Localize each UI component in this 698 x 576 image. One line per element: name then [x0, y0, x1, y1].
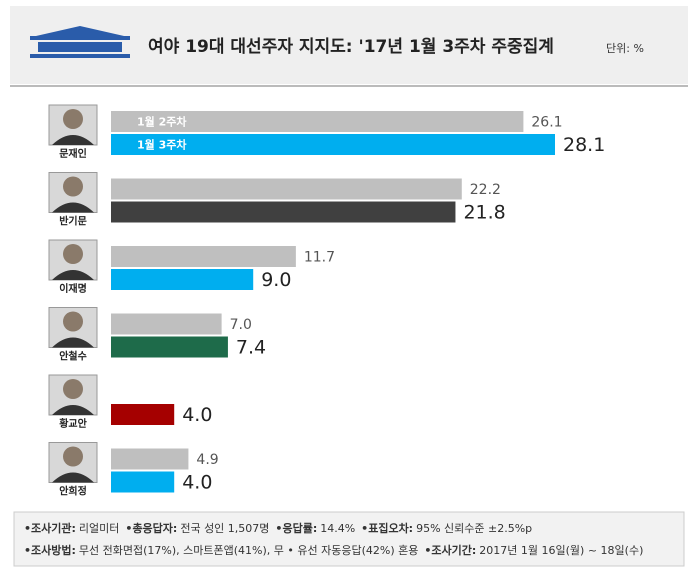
unit-label: 단위: %	[606, 42, 644, 55]
bar	[111, 404, 175, 425]
photo-body	[52, 405, 94, 415]
bar	[111, 471, 175, 493]
note-label: 표집오차:	[368, 521, 413, 535]
value-label: 9.0	[261, 269, 291, 291]
value-label: 7.0	[230, 317, 252, 333]
candidate-photo	[48, 239, 98, 281]
category-label: 안희정	[59, 485, 87, 498]
value-label: 11.7	[304, 250, 335, 266]
candidate-photo	[48, 104, 98, 146]
value-label: 7.4	[236, 337, 266, 359]
category-label: 황교안	[59, 417, 87, 430]
bullet: •	[24, 544, 31, 557]
note-label: 조사기관:	[31, 521, 76, 535]
value-label: 4.9	[196, 452, 218, 468]
value-label: 26.1	[531, 115, 562, 131]
category-label: 반기문	[59, 215, 87, 228]
photo-body	[52, 135, 94, 145]
candidate-photo	[48, 307, 98, 348]
note-label: 응답률:	[282, 521, 317, 535]
photo-body	[52, 472, 94, 483]
note-label: 조사기간:	[431, 543, 476, 557]
photo-head	[63, 311, 83, 332]
bullet: •	[24, 522, 31, 535]
bullet: •	[424, 544, 431, 557]
photo-head	[63, 244, 83, 264]
category-label: 안철수	[59, 350, 87, 363]
photo-head	[63, 446, 83, 467]
photo-body	[52, 202, 94, 213]
bar	[111, 111, 524, 132]
note-label: 조사방법:	[31, 543, 76, 557]
bullet: •	[125, 522, 132, 535]
category-label: 문재인	[59, 147, 87, 160]
bar	[111, 178, 462, 200]
bullet: •	[275, 522, 282, 535]
value-label: 4.0	[182, 404, 212, 426]
value-label: 22.2	[470, 182, 501, 198]
candidate-photo	[48, 442, 98, 483]
photo-body	[52, 270, 94, 280]
photo-body	[52, 337, 94, 348]
bullet: •	[361, 522, 368, 535]
bar	[111, 313, 222, 335]
photo-head	[63, 379, 83, 399]
photo-head	[63, 109, 83, 129]
note-text: 95% 신뢰수준 ±2.5%p	[416, 522, 532, 535]
logo	[30, 26, 130, 58]
note-text: 전국 성인 1,507명	[180, 522, 269, 535]
value-label: 4.0	[182, 472, 212, 494]
note-text: 14.4%	[320, 522, 355, 535]
candidate-photo	[48, 374, 98, 416]
footer-box	[13, 511, 685, 567]
legend-label: 1월 3주차	[137, 138, 187, 152]
note-text: 리얼미터	[79, 521, 119, 535]
header-band	[10, 6, 688, 84]
bar	[111, 269, 254, 290]
bar	[111, 246, 296, 267]
value-label: 21.8	[463, 202, 505, 224]
chart-title: 여야 19대 대선주자 지지도: '17년 1월 3주차 주중집계	[148, 37, 554, 57]
candidate-photo	[48, 172, 98, 213]
note-label: 총응답자:	[132, 521, 177, 535]
footer-line: •조사기관: 리얼미터 •총응답자: 전국 성인 1,507명 •응답률: 14.4% •표…	[24, 521, 532, 535]
bar	[111, 448, 189, 470]
category-label: 이재명	[59, 282, 87, 295]
bar	[111, 134, 555, 155]
note-text: 무선 전화면접(17%), 스마트폰앱(41%), 무 • 유선 자동응답(42…	[79, 544, 418, 557]
bar	[111, 336, 228, 358]
note-text: 2017년 1월 16일(월) ~ 18일(수)	[479, 543, 643, 557]
value-label: 28.1	[563, 134, 605, 156]
footer-line: •조사방법: 무선 전화면접(17%), 스마트폰앱(41%), 무 • 유선 자…	[24, 543, 643, 557]
bar	[111, 201, 456, 223]
legend-label: 1월 2주차	[137, 115, 187, 129]
photo-head	[63, 176, 83, 197]
